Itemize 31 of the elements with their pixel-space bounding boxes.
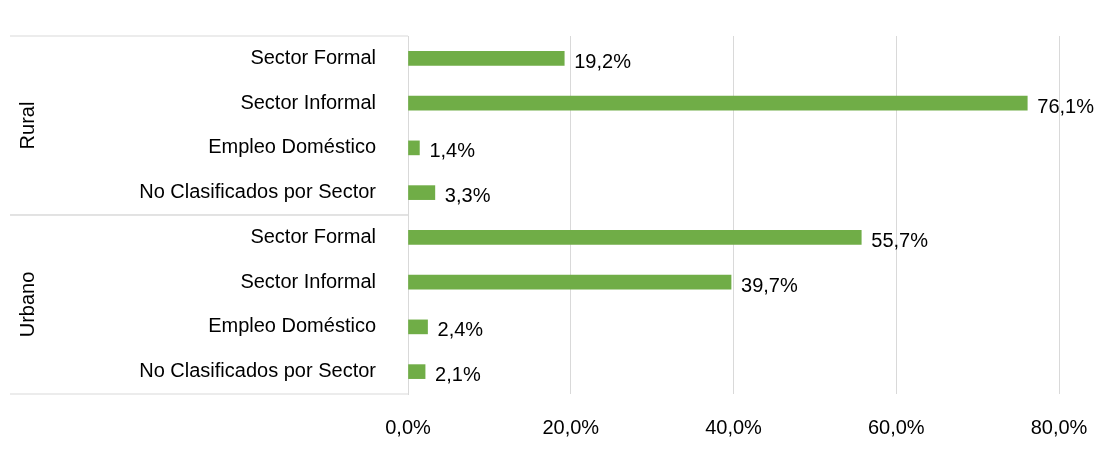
- x-tick-label: 40,0%: [705, 415, 763, 438]
- data-label: 1,4%: [429, 139, 476, 162]
- y-tick-label: Empleo Doméstico: [208, 135, 376, 158]
- x-tick-label: 20,0%: [542, 415, 600, 438]
- data-label: 39,7%: [741, 273, 798, 296]
- x-tick-label: 0,0%: [385, 415, 432, 438]
- bar: [408, 364, 426, 379]
- y-tick-label: Sector Informal: [240, 269, 376, 292]
- data-label: 19,2%: [574, 49, 632, 72]
- data-label: 3,3%: [444, 184, 491, 207]
- y-tick-label: No Clasificados por Sector: [139, 359, 377, 382]
- data-label: 55,7%: [871, 228, 929, 251]
- bar: [408, 185, 436, 200]
- x-tick-label: 80,0%: [1030, 415, 1088, 438]
- bar: [408, 51, 565, 66]
- data-label: 76,1%: [1037, 94, 1095, 117]
- bar: [408, 230, 862, 245]
- data-label: 2,4%: [437, 318, 484, 341]
- y-tick-label: Sector Formal: [250, 224, 376, 247]
- x-tick-label: 60,0%: [867, 415, 925, 438]
- text: Rural: [15, 101, 38, 150]
- bar: [408, 274, 732, 290]
- y-tick-label: No Clasificados por Sector: [139, 180, 377, 203]
- data-label: 2,1%: [435, 363, 481, 386]
- bar: [408, 319, 428, 335]
- bar: [408, 140, 420, 156]
- bar: [408, 95, 1028, 111]
- text: Urbano: [15, 271, 38, 338]
- y-tick-label: Empleo Doméstico: [208, 314, 376, 337]
- y-tick-label: Sector Informal: [240, 90, 376, 113]
- y-tick-label: Sector Formal: [250, 45, 376, 68]
